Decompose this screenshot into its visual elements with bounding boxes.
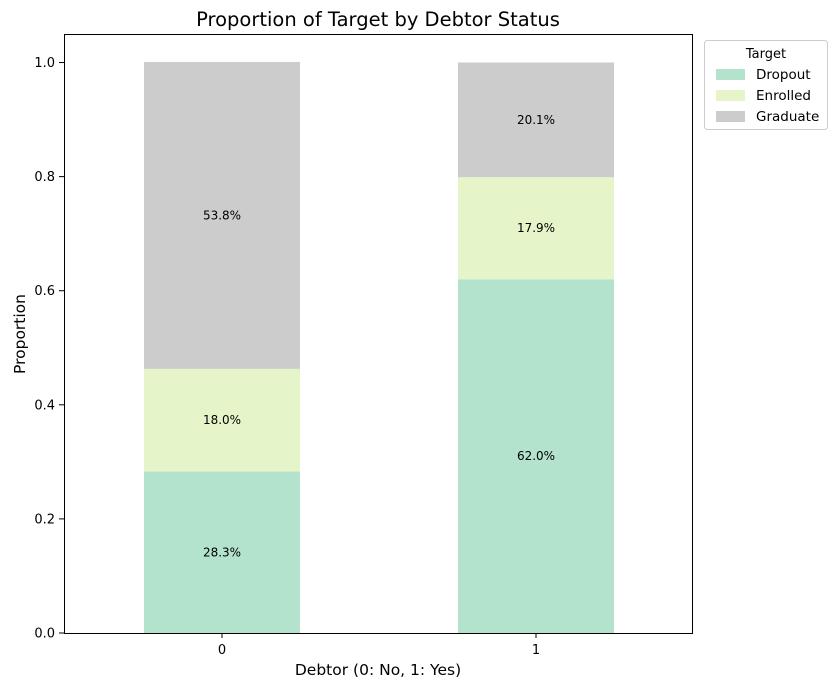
legend-swatch-enrolled [716,90,745,101]
y-tick-label: 0.6 [34,284,55,299]
bar-enrolled-0 [144,368,300,472]
y-axis: 0.0 0.2 0.4 0.6 0.8 1.0 [34,56,64,642]
y-tick-label: 1.0 [34,56,55,71]
legend-title: Target [745,47,786,62]
data-label-enrolled-1: 17.9% [517,221,555,235]
legend: Target Dropout Enrolled Graduate [704,40,828,130]
bars-layer [144,61,614,633]
legend-box [704,40,828,130]
data-labels-layer: 28.3% 18.0% 53.8% 62.0% 17.9% 20.1% [203,113,555,559]
data-label-dropout-0: 28.3% [203,545,241,559]
data-label-graduate-0: 53.8% [203,208,241,222]
data-label-enrolled-0: 18.0% [203,413,241,427]
chart-title: Proportion of Target by Debtor Status [196,8,560,31]
legend-entry-enrolled: Enrolled [756,88,811,104]
y-axis-label: Proportion [11,294,29,374]
bar-dropout-1 [458,279,614,633]
legend-swatch-graduate [716,111,745,122]
y-tick-label: 0.8 [34,170,55,185]
legend-entry-dropout: Dropout [756,67,811,83]
legend-swatch-dropout [716,69,745,80]
y-tick-label: 0.4 [34,398,55,413]
data-label-dropout-1: 62.0% [517,449,555,463]
data-label-graduate-1: 20.1% [517,113,555,127]
legend-entry-graduate: Graduate [756,109,819,125]
x-tick-label: 0 [218,643,226,658]
x-tick-label: 1 [532,643,540,658]
y-tick-label: 0.2 [34,512,55,527]
bar-graduate-1 [458,62,614,178]
bar-graduate-0 [144,61,300,369]
bar-enrolled-1 [458,177,614,280]
x-axis-label: Debtor (0: No, 1: Yes) [295,661,461,679]
plot-area-frame [64,34,693,634]
y-tick-label: 0.0 [34,627,55,642]
bar-dropout-0 [144,471,300,633]
